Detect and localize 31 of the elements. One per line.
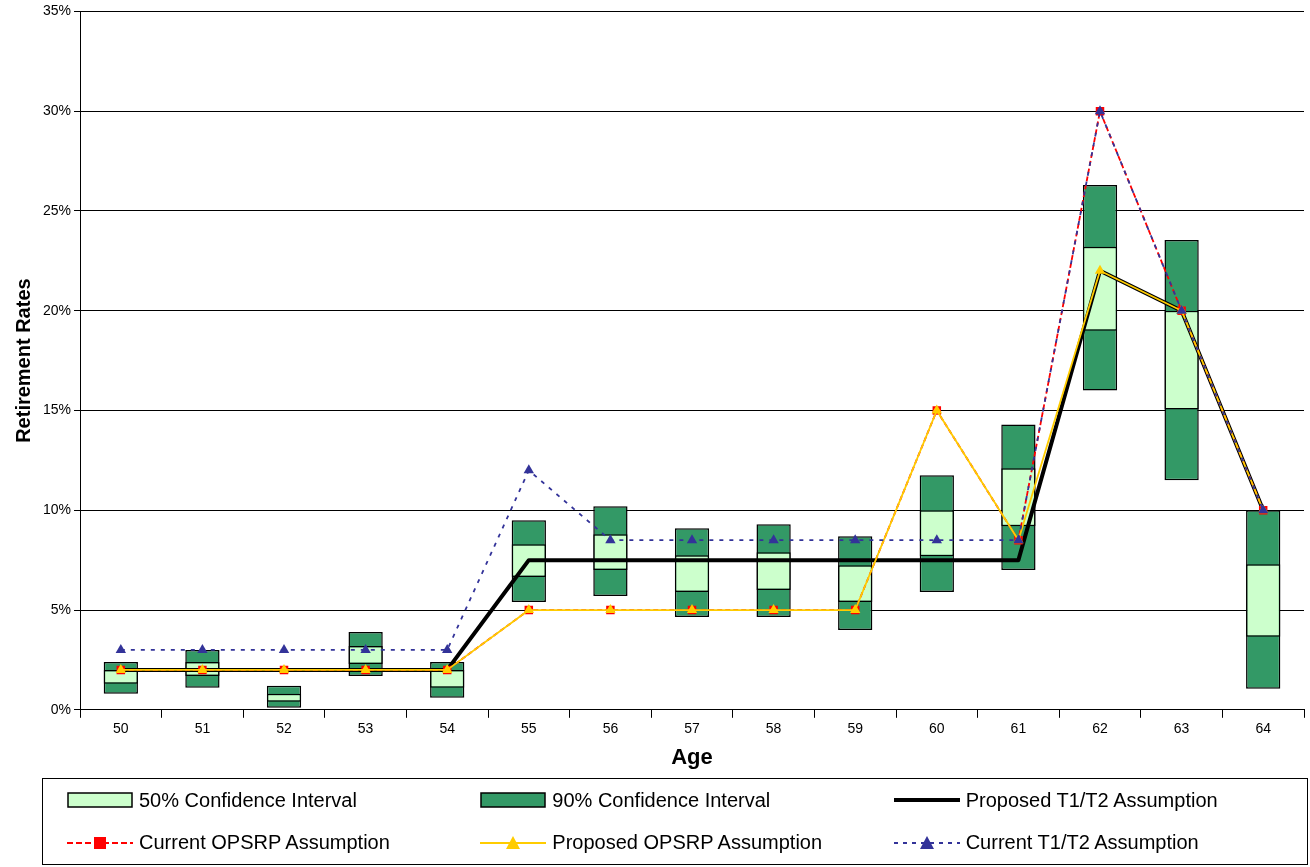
x-axis-title: Age [671,743,713,769]
x-tick-label: 63 [1173,720,1190,737]
y-tick-label: 15% [42,401,72,418]
legend-label: 90% Confidence Interval [552,788,771,812]
x-tick-label: 50 [113,720,129,737]
x-tick-label: 64 [1255,720,1272,737]
x-tick-label: 54 [439,720,456,737]
legend-label: Current OPSRP Assumption [139,831,390,855]
x-tick-label: 60 [929,720,945,737]
y-axis-title: Retirement Rates [11,278,34,443]
y-tick-label: 35% [42,2,72,19]
x-tick-label: 55 [521,720,537,737]
y-tick-label: 20% [42,301,72,318]
x-tick-label: 61 [1010,720,1027,737]
x-tick-label: 53 [357,720,374,737]
legend-label: Proposed OPSRP Assumption [552,831,823,855]
y-tick-label: 0% [50,700,72,717]
x-tick-label: 58 [765,720,782,737]
x-tick-label: 51 [194,720,211,737]
y-tick-label: 10% [42,501,72,518]
y-tick-label: 25% [42,201,72,218]
x-tick-label: 62 [1092,720,1108,737]
x-tick-label: 52 [276,720,293,737]
legend-label: Current T1/T2 Assumption [965,831,1199,855]
legend-label: 50% Confidence Interval [139,788,357,812]
x-tick-label: 57 [684,720,701,737]
y-tick-label: 30% [42,102,72,119]
y-tick-label: 5% [50,600,72,617]
x-tick-label: 56 [602,720,619,737]
legend-label: Proposed T1/T2 Assumption [965,788,1218,812]
x-tick-label: 59 [847,720,864,737]
